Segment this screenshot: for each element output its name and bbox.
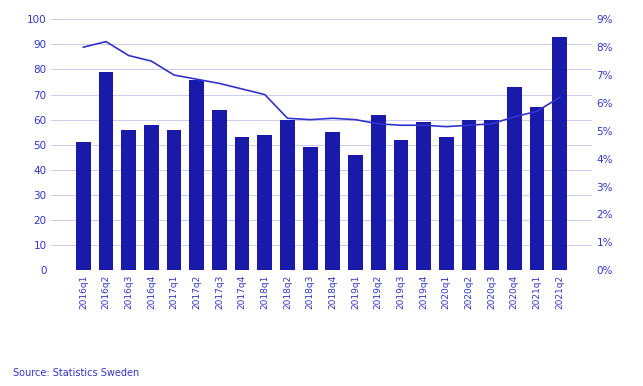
Bar (303, 147, 318, 270)
Bar (484, 120, 499, 270)
Bar (507, 87, 521, 270)
Text: Source: Statistics Sweden: Source: Statistics Sweden (13, 368, 139, 378)
Bar (144, 125, 159, 270)
Bar (439, 137, 453, 270)
Bar (280, 120, 295, 270)
Bar (212, 110, 227, 270)
Bar (122, 130, 136, 270)
Bar (530, 107, 545, 270)
Bar (167, 130, 181, 270)
Bar (76, 142, 91, 270)
Bar (348, 155, 363, 270)
Bar (257, 135, 272, 270)
Bar (98, 72, 113, 270)
Bar (416, 122, 431, 270)
Bar (235, 137, 249, 270)
Bar (394, 140, 408, 270)
Bar (190, 80, 204, 270)
Bar (462, 120, 476, 270)
Bar (325, 132, 340, 270)
Bar (552, 37, 567, 270)
Bar (371, 115, 386, 270)
